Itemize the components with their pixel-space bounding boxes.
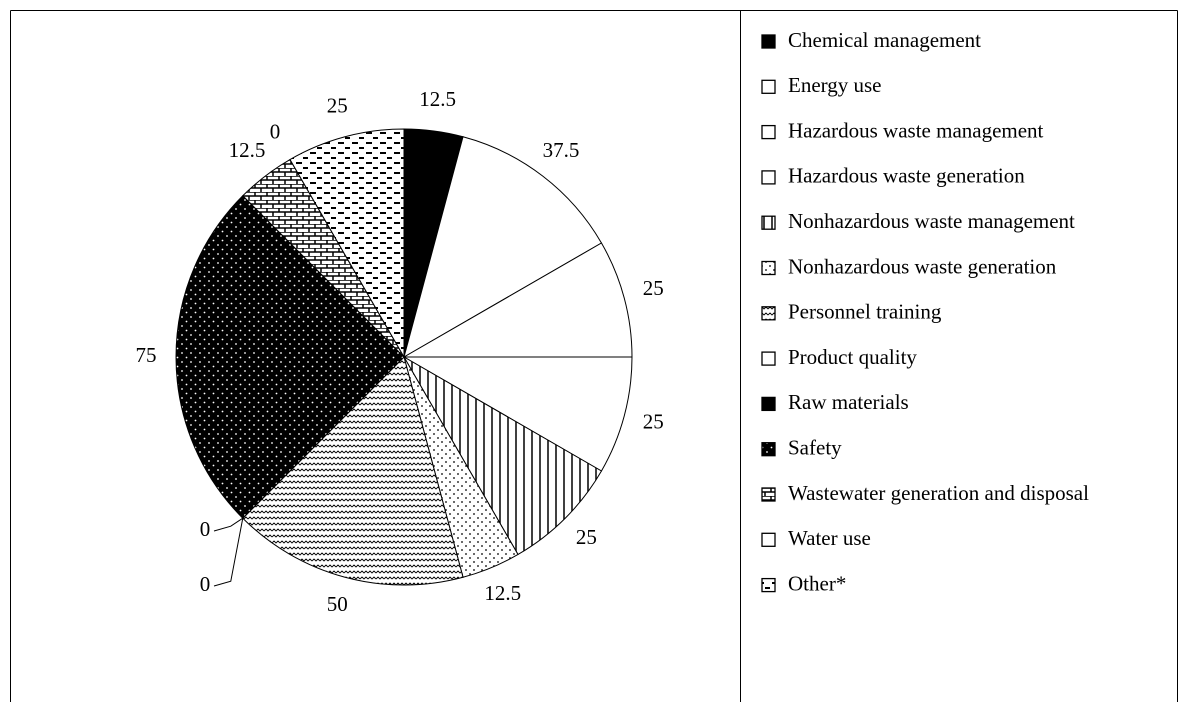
legend-label: Nonhazardous waste generation (788, 254, 1057, 278)
legend-label: Other* (788, 571, 846, 595)
data-label: 12.5 (419, 87, 456, 111)
legend-label: Water use (788, 526, 871, 550)
legend-swatch (761, 260, 776, 276)
frame (10, 10, 1178, 702)
legend-label: Chemical management (788, 28, 981, 52)
legend-label: Energy use (788, 73, 882, 97)
legend-swatch (761, 124, 776, 140)
data-label: 0 (200, 517, 211, 541)
data-label: 25 (643, 410, 664, 434)
data-label: 12.5 (229, 138, 266, 162)
data-label: 25 (576, 525, 597, 549)
legend-swatch (761, 215, 776, 230)
pie-slice (289, 128, 405, 359)
leader-line (213, 517, 244, 532)
legend-label: Product quality (788, 345, 917, 369)
legend-swatch (761, 34, 776, 49)
legend-label: Safety (788, 436, 842, 460)
legend-swatch (761, 532, 776, 547)
legend-swatch (761, 79, 776, 94)
pie-slice (242, 356, 464, 586)
data-label: 37.5 (543, 138, 580, 162)
data-label: 75 (136, 343, 157, 367)
data-label: 12.5 (484, 581, 521, 605)
legend-label: Hazardous waste generation (788, 164, 1025, 188)
data-label: 25 (643, 276, 664, 300)
data-label: 25 (327, 94, 348, 118)
data-label: 0 (200, 572, 211, 596)
legend-swatch (761, 306, 776, 321)
data-label: 50 (327, 592, 348, 616)
legend-swatch (761, 577, 776, 593)
pie-slice (402, 242, 633, 358)
legend-label: Hazardous waste management (788, 118, 1044, 142)
leader-line (213, 518, 244, 587)
legend-swatch (761, 351, 776, 366)
pie-slice (175, 195, 405, 519)
pie-slice (402, 355, 603, 556)
legend-swatch (761, 170, 776, 185)
legend-label: Wastewater generation and disposal (788, 481, 1089, 505)
legend-label: Nonhazardous waste management (788, 209, 1075, 233)
data-label: 0 (270, 119, 281, 143)
pie-slice (403, 136, 603, 359)
legend-label: Personnel training (788, 300, 942, 324)
legend-swatch (761, 396, 776, 412)
legend-swatch (761, 487, 776, 502)
pie-slice (402, 356, 633, 472)
legend-label: Raw materials (788, 390, 909, 414)
legend-swatch (761, 442, 776, 457)
